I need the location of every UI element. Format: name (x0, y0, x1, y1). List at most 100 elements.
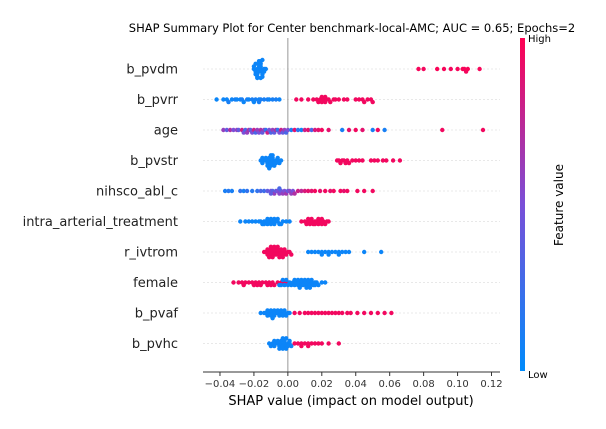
shap-point (278, 282, 284, 288)
shap-point (326, 341, 331, 346)
shap-point (323, 249, 328, 255)
shap-points (214, 57, 486, 351)
feature-label: b_pvdm (126, 63, 178, 78)
shap-point (292, 277, 297, 283)
shap-point (224, 127, 229, 133)
shap-point (275, 216, 280, 222)
shap-point (306, 277, 311, 283)
shap-point (270, 255, 275, 260)
shap-point (278, 247, 284, 252)
shap-point (272, 338, 277, 344)
x-axis-ticks: −0.04 −0.02 0.00 0.02 0.04 0.06 0.08 0.10 0.12 (205, 372, 503, 390)
shap-point (295, 127, 301, 133)
shap-point (221, 97, 226, 102)
shap-point (226, 99, 231, 105)
shap-point (229, 97, 235, 102)
x-tick-label: −0.04 (205, 379, 236, 390)
shap-point (299, 219, 304, 224)
shap-point (280, 336, 285, 341)
shap-point (328, 188, 333, 194)
shap-point (309, 127, 314, 133)
shap-point (353, 97, 358, 102)
feature-label: intra_arterial_treatment (23, 215, 178, 230)
shap-point (280, 277, 285, 283)
shap-point (306, 310, 311, 316)
shap-point (312, 221, 318, 227)
shap-point (295, 277, 301, 283)
shap-point (341, 188, 347, 194)
shap-point (341, 97, 347, 102)
shap-point (299, 277, 304, 283)
shap-point (284, 346, 289, 351)
shap-point (292, 191, 297, 196)
shap-point (246, 219, 251, 224)
shap-point (312, 127, 318, 133)
shap-point (275, 308, 280, 313)
shap-point (368, 310, 374, 316)
colorbar: High Low Feature value (520, 34, 566, 381)
shap-point (326, 252, 331, 257)
shap-point (380, 158, 386, 163)
shap-point (278, 221, 284, 227)
shap-point (241, 188, 246, 194)
shap-point (275, 244, 280, 249)
shap-point (284, 219, 289, 224)
shap-point (440, 127, 445, 133)
shap-point (302, 188, 307, 194)
shap-point (261, 188, 267, 194)
shap-point (306, 97, 311, 102)
shap-point (311, 97, 316, 102)
shap-point (258, 188, 263, 194)
shap-point (261, 69, 267, 74)
shap-point (229, 188, 235, 194)
shap-point (306, 216, 311, 222)
shap-point (261, 221, 267, 227)
shap-point (362, 188, 367, 194)
shap-point (353, 158, 358, 163)
shap-point (368, 158, 374, 163)
shap-point (246, 97, 251, 102)
shap-point (267, 97, 272, 102)
shap-point (260, 155, 265, 161)
shap-point (234, 97, 240, 102)
shap-point (448, 66, 453, 72)
x-tick-label: 0.00 (277, 379, 299, 390)
shap-point (365, 97, 370, 102)
shap-point (353, 127, 358, 133)
shap-point (299, 127, 304, 133)
shap-point (273, 97, 279, 102)
shap-point (246, 280, 251, 285)
shap-point (338, 188, 343, 194)
shap-point (268, 191, 274, 196)
shap-point (273, 252, 279, 257)
feature-label: nihsco_abl_c (96, 185, 178, 200)
shap-point (228, 127, 233, 133)
shap-point (302, 310, 307, 316)
shap-point (328, 99, 333, 105)
shap-point (292, 310, 297, 316)
shap-point (306, 188, 311, 194)
shap-point (258, 282, 263, 288)
shap-point (455, 66, 460, 72)
shap-point (253, 219, 258, 224)
colorbar-low-label: Low (528, 370, 548, 381)
shap-point (278, 308, 284, 313)
shap-point (362, 310, 367, 316)
shap-point (270, 153, 275, 158)
shap-point (319, 252, 324, 257)
shap-point (238, 219, 243, 224)
shap-point (277, 346, 282, 351)
shap-point (346, 249, 352, 255)
shap-point (295, 188, 301, 194)
shap-point (360, 127, 365, 133)
shap-point (302, 277, 307, 283)
shap-point (292, 341, 297, 346)
feature-label: age (154, 124, 178, 139)
shap-point (372, 158, 377, 163)
shap-point (226, 188, 231, 194)
shap-point (340, 249, 345, 255)
shap-point (316, 127, 321, 133)
shap-point (333, 310, 338, 316)
shap-point (231, 127, 236, 133)
shap-point (362, 249, 367, 255)
